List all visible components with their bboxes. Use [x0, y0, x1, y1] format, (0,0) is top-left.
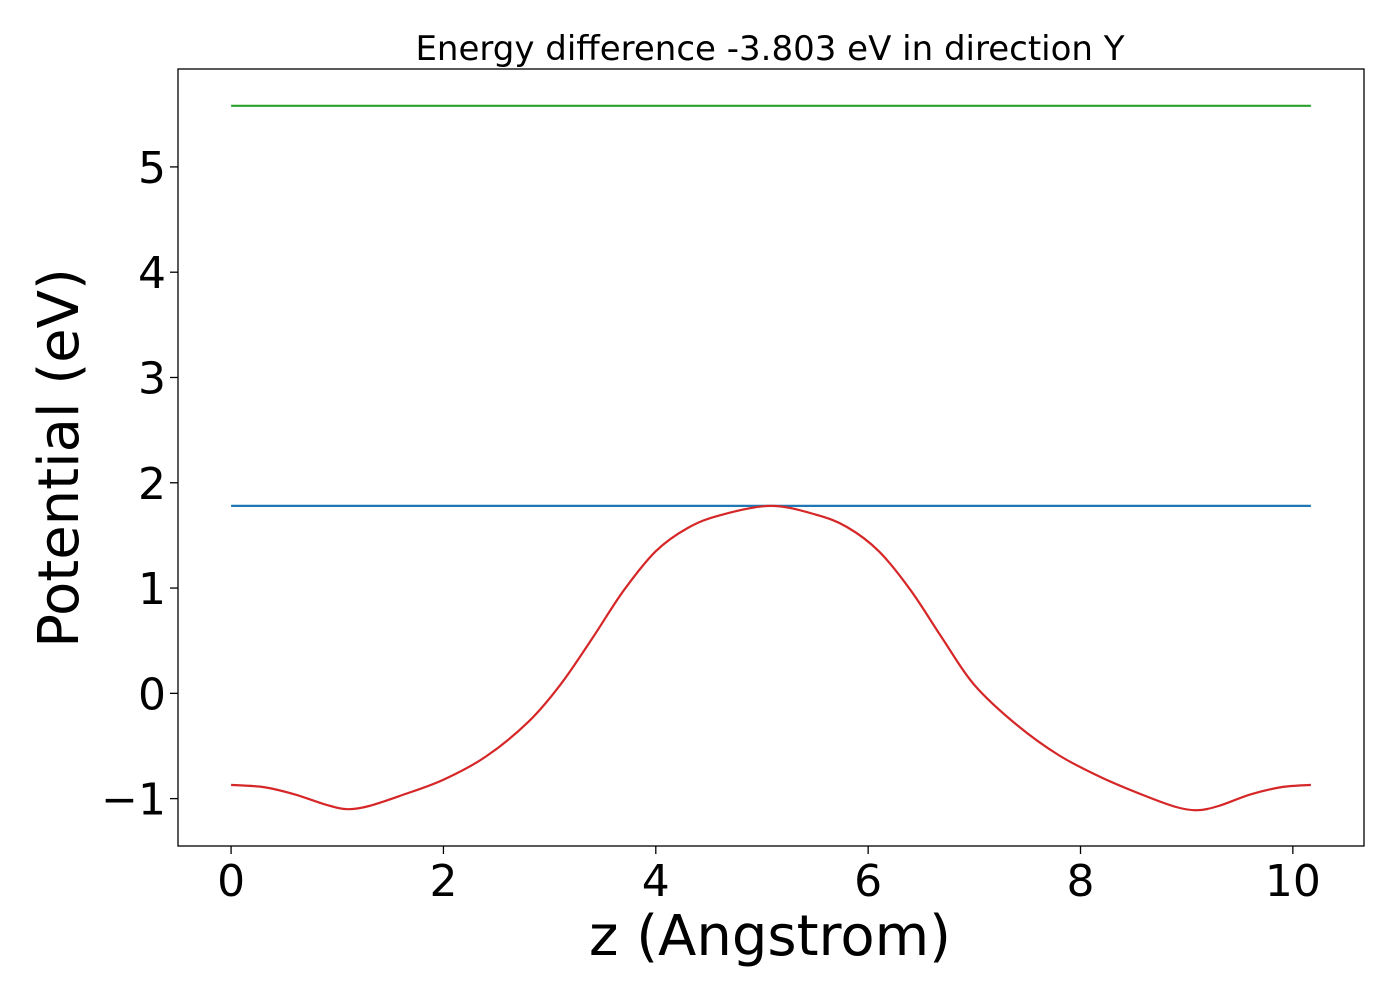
- x-tick-label: 6: [854, 856, 882, 907]
- x-tick-label: 0: [217, 856, 245, 907]
- series-line-3: [231, 504, 1311, 812]
- y-tick-label: −1: [101, 775, 166, 826]
- y-tick-label: 2: [138, 459, 166, 510]
- x-tick-label: 10: [1265, 856, 1321, 907]
- y-tick-label: 5: [138, 143, 166, 194]
- y-tick-label: 1: [138, 564, 166, 615]
- y-tick-label: 0: [138, 669, 166, 720]
- plot-area: [231, 104, 1311, 812]
- chart-title: Energy difference -3.803 eV in direction…: [415, 29, 1124, 69]
- x-tick-label: 2: [429, 856, 457, 907]
- x-axis-label: z (Angstrom): [589, 904, 951, 969]
- y-axis: −1 0 1 2 3 4 5: [101, 143, 178, 826]
- y-axis-label: Potential (eV): [27, 268, 92, 648]
- x-tick-label: 4: [642, 856, 670, 907]
- y-tick-label: 3: [138, 353, 166, 404]
- plot-frame: [177, 68, 1365, 847]
- x-axis: 0 2 4 6 8 10: [217, 846, 1321, 907]
- y-tick-label: 4: [138, 248, 166, 299]
- x-tick-label: 8: [1067, 856, 1095, 907]
